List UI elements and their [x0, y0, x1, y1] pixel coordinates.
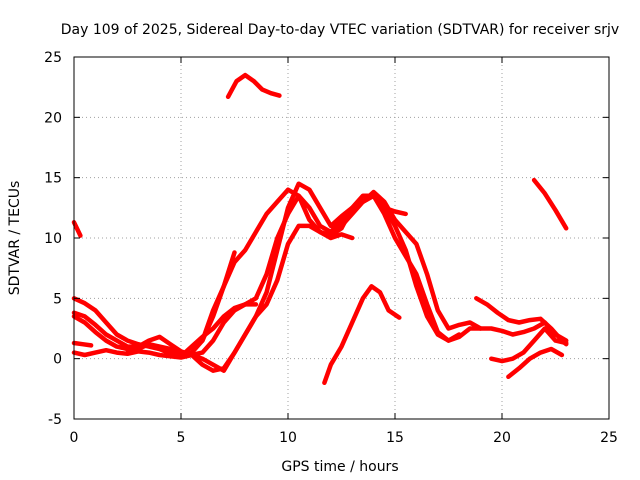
- series-line-s10: [322, 284, 402, 386]
- series-line-s6: [71, 340, 94, 348]
- series-line-s12: [489, 326, 569, 364]
- x-tick-label: 10: [279, 430, 297, 446]
- x-tick-label: 5: [177, 430, 186, 446]
- series-line-s1: [71, 220, 83, 238]
- series-line-s7: [125, 302, 259, 359]
- series-line-s13: [506, 346, 565, 380]
- x-axis-label: GPS time / hours: [281, 459, 398, 475]
- series-line-s15: [317, 229, 355, 241]
- tick-labels: 0 5 10 15 20 25 -5 0 5 10 15 20 25: [44, 50, 618, 446]
- y-axis-label: SDTVAR / TECUs: [7, 181, 23, 296]
- x-tick-label: 0: [70, 430, 79, 446]
- series-line-s4: [71, 181, 569, 373]
- y-tick-label: 5: [53, 291, 62, 307]
- y-tick-label: 10: [44, 231, 62, 247]
- x-tick-label: 15: [386, 430, 404, 446]
- y-tick-label: 25: [44, 50, 62, 66]
- y-tick-label: -5: [48, 412, 62, 428]
- tick-marks: [73, 56, 610, 420]
- chart-title: Day 109 of 2025, Sidereal Day-to-day VTE…: [61, 22, 619, 38]
- series-line-s9: [225, 72, 282, 100]
- x-tick-label: 25: [600, 430, 618, 446]
- y-tick-label: 20: [44, 110, 62, 126]
- series-line-s14: [531, 177, 569, 231]
- series-layer: [71, 72, 569, 386]
- series-line-s11: [474, 296, 569, 347]
- y-tick-label: 15: [44, 171, 62, 187]
- series-line-s8: [200, 250, 237, 343]
- y-tick-label: 0: [53, 352, 62, 368]
- x-tick-label: 20: [493, 430, 511, 446]
